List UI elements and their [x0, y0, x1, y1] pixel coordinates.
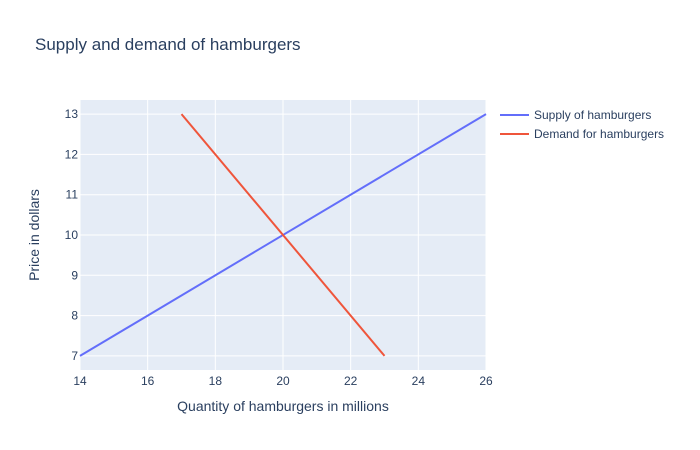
x-tick-label: 22 [344, 374, 358, 388]
y-tick-label: 12 [65, 147, 79, 161]
y-tick-label: 11 [66, 188, 79, 202]
x-axis-ticks: 14 16 18 20 22 24 26 [73, 374, 493, 388]
x-tick-label: 20 [276, 374, 290, 388]
y-axis-ticks: 7 8 9 10 11 12 13 [65, 107, 79, 363]
legend-label: Supply of hamburgers [534, 108, 651, 122]
chart-title: Supply and demand of hamburgers [35, 35, 301, 54]
y-axis-title: Price in dollars [26, 189, 42, 281]
series-line-2 [180, 113, 386, 357]
x-tick-label: 18 [209, 374, 223, 388]
series-lines [79, 113, 487, 357]
y-tick-label: 10 [65, 228, 79, 242]
x-tick-label: 16 [141, 374, 155, 388]
x-axis-title: Quantity of hamburgers in millions [177, 398, 389, 414]
legend: Supply of hamburgers Demand for hamburger… [500, 108, 664, 141]
x-tick-label: 24 [412, 374, 426, 388]
x-tick-label: 26 [479, 374, 493, 388]
legend-item-2[interactable]: Demand for hamburgers [500, 127, 664, 141]
y-tick-label: 9 [71, 268, 78, 282]
legend-item-1[interactable]: Supply of hamburgers [500, 108, 651, 122]
y-tick-label: 13 [65, 107, 79, 121]
legend-label: Demand for hamburgers [534, 127, 664, 141]
y-tick-label: 7 [71, 349, 78, 363]
y-tick-label: 8 [71, 309, 78, 323]
x-tick-label: 14 [73, 374, 87, 388]
